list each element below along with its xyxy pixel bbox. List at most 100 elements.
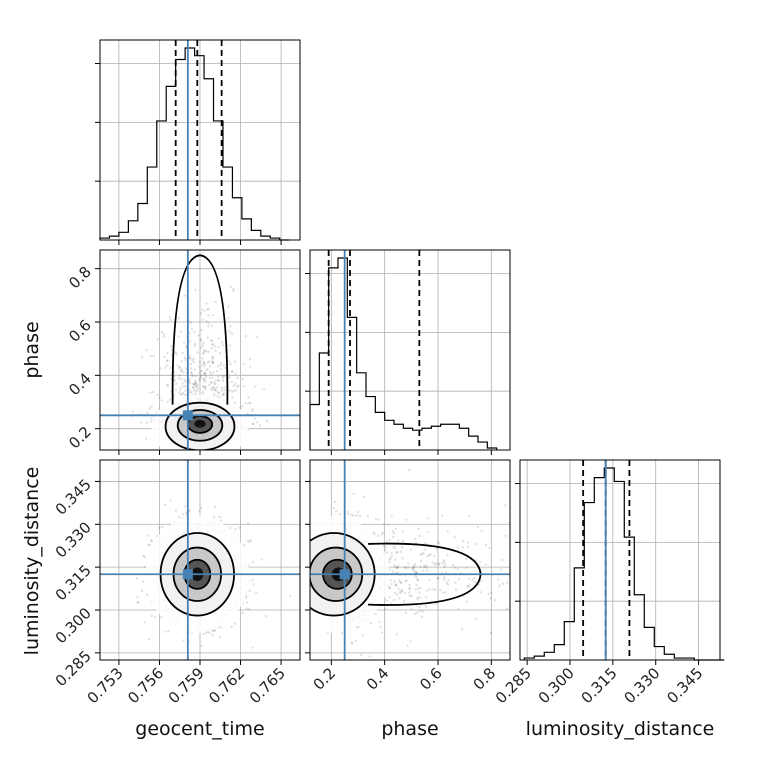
sample-point <box>253 385 257 388</box>
sample-point <box>426 589 429 592</box>
sample-point <box>212 387 216 390</box>
sample-point <box>210 324 213 328</box>
sample-point <box>244 334 247 338</box>
sample-point <box>392 531 396 535</box>
sample-point <box>437 562 441 566</box>
sample-point <box>210 381 214 384</box>
sample-point <box>211 452 213 454</box>
sample-point <box>202 460 204 462</box>
sample-point <box>377 518 380 521</box>
sample-point <box>409 548 413 551</box>
sample-point <box>424 542 427 545</box>
sample-point <box>350 642 354 645</box>
sample-point <box>428 588 432 591</box>
sample-point <box>427 517 430 520</box>
sample-point <box>198 360 201 363</box>
sample-point <box>202 360 205 364</box>
sample-point <box>190 390 193 394</box>
sample-point <box>197 334 200 337</box>
sample-point <box>217 391 220 394</box>
sample-point <box>159 616 163 619</box>
sample-point <box>335 510 338 513</box>
sample-point <box>201 385 205 388</box>
sample-point <box>150 539 153 542</box>
sample-point <box>166 352 169 355</box>
sample-point <box>403 591 407 595</box>
sample-point <box>420 615 424 619</box>
sample-point <box>401 590 404 593</box>
sample-point <box>205 320 208 323</box>
sample-point <box>201 344 204 347</box>
sample-point <box>215 386 219 389</box>
sample-point <box>155 457 157 459</box>
sample-point <box>390 514 393 517</box>
sample-point <box>198 509 201 513</box>
sample-point <box>253 417 257 420</box>
sample-point <box>182 483 184 485</box>
sample-point <box>163 503 167 507</box>
sample-point <box>241 611 245 615</box>
x-tick-label: 0.2 <box>310 664 340 694</box>
sample-point <box>166 359 169 362</box>
sample-point <box>288 595 292 598</box>
sample-point <box>192 360 195 364</box>
sample-point <box>212 515 216 519</box>
sample-point <box>199 369 202 373</box>
sample-point <box>204 385 207 388</box>
sample-point <box>181 351 184 355</box>
sample-point <box>404 611 408 614</box>
panel-joint-distance-vs-phase: 0.2 0.4 0.6 0.8 <box>302 459 542 694</box>
sample-point <box>418 586 422 590</box>
sample-point <box>216 364 220 368</box>
sample-point <box>211 314 215 317</box>
y-tick-label: 0.300 <box>52 604 95 647</box>
sample-point <box>211 356 215 359</box>
sample-point <box>202 378 205 381</box>
sample-point <box>173 379 176 382</box>
sample-point <box>179 386 182 389</box>
sample-point <box>210 387 213 390</box>
sample-point <box>419 560 423 563</box>
sample-point <box>230 625 233 629</box>
y-tick-label: 0.330 <box>52 518 95 561</box>
sample-point <box>222 392 226 395</box>
sample-point <box>165 364 169 367</box>
sample-point <box>211 358 214 361</box>
sample-point <box>177 335 180 338</box>
sample-point <box>194 381 197 384</box>
sample-point <box>189 367 193 370</box>
sample-point <box>302 538 304 540</box>
sample-point <box>224 374 227 377</box>
sample-point <box>227 484 229 486</box>
sample-point <box>213 389 217 392</box>
sample-point <box>188 509 191 512</box>
sample-point <box>196 387 200 390</box>
sample-point <box>391 529 395 533</box>
sample-point <box>190 328 194 331</box>
sample-point <box>198 377 201 380</box>
sample-point <box>478 561 482 564</box>
sample-point <box>217 337 220 340</box>
sample-point <box>388 538 391 542</box>
sample-point <box>388 587 391 590</box>
sample-point <box>207 307 210 310</box>
panel-frame <box>99 249 301 451</box>
sample-point <box>425 566 429 569</box>
sample-point <box>221 393 225 396</box>
sample-point <box>203 349 206 352</box>
x-tick-label: 0.330 <box>620 664 663 707</box>
sample-point <box>421 553 424 556</box>
sample-point <box>209 339 213 342</box>
sample-point <box>173 375 176 378</box>
sample-point <box>461 546 465 549</box>
sample-point <box>434 588 437 592</box>
sample-point <box>194 390 197 393</box>
sample-point <box>184 380 187 383</box>
sample-point <box>238 526 241 530</box>
sample-point <box>540 582 542 584</box>
sample-point <box>357 625 360 629</box>
sample-point <box>183 505 187 508</box>
sample-point <box>230 332 234 335</box>
sample-point <box>204 375 208 378</box>
